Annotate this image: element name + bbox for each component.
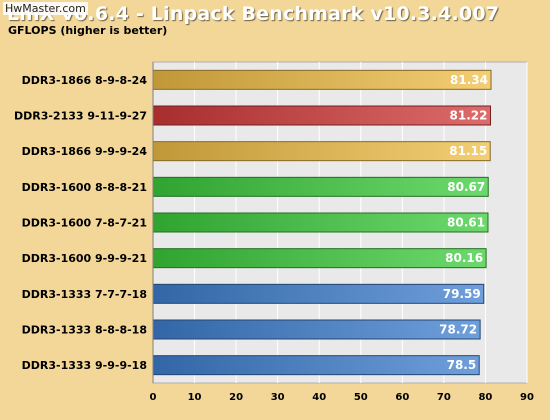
value-label: 80.16 bbox=[445, 251, 483, 265]
value-label: 81.34 bbox=[450, 73, 488, 87]
value-label: 80.61 bbox=[447, 216, 485, 230]
category-label: DDR3-1333 8-8-8-18 bbox=[22, 324, 147, 337]
chart-title: LinX v0.6.4 - Linpack Benchmark v10.3.4.… bbox=[7, 3, 500, 25]
bar bbox=[152, 212, 489, 233]
bar-group: 81.15 bbox=[152, 141, 491, 162]
watermark: HwMaster.com bbox=[3, 2, 88, 15]
x-tick-label: 0 bbox=[150, 392, 157, 403]
x-tick-label: 80 bbox=[478, 392, 492, 403]
category-label: DDR3-1600 9-9-9-21 bbox=[22, 252, 147, 265]
category-label: DDR3-1866 9-9-9-24 bbox=[22, 145, 148, 158]
x-tick-label: 60 bbox=[395, 392, 409, 403]
bar-group: 81.34 bbox=[152, 69, 492, 90]
x-tick-label: 40 bbox=[312, 392, 326, 403]
value-label: 81.15 bbox=[449, 144, 487, 158]
category-label: DDR3-1866 8-9-8-24 bbox=[22, 74, 148, 87]
bar bbox=[152, 105, 492, 126]
bar-group: 78.5 bbox=[152, 355, 480, 376]
value-label: 81.22 bbox=[450, 109, 488, 123]
bar-group: 80.16 bbox=[152, 248, 487, 269]
bar bbox=[152, 141, 491, 162]
chart-subtitle: GFLOPS (higher is better) bbox=[8, 24, 168, 37]
x-tick-label: 20 bbox=[229, 392, 243, 403]
x-tick-label: 90 bbox=[520, 392, 534, 403]
bar bbox=[152, 176, 489, 197]
category-label: DDR3-1333 7-7-7-18 bbox=[22, 288, 147, 301]
category-label: DDR3-2133 9-11-9-27 bbox=[14, 110, 147, 123]
bar-group: 79.59 bbox=[152, 283, 485, 304]
value-label: 80.67 bbox=[447, 180, 485, 194]
x-tick-label: 10 bbox=[188, 392, 202, 403]
value-label: 79.59 bbox=[443, 287, 481, 301]
value-label: 78.72 bbox=[439, 323, 477, 337]
x-tick-label: 70 bbox=[437, 392, 451, 403]
bar-group: 80.67 bbox=[152, 176, 489, 197]
bar-group: 78.72 bbox=[152, 319, 481, 340]
value-label: 78.5 bbox=[447, 358, 477, 372]
category-label: DDR3-1600 7-8-7-21 bbox=[22, 217, 147, 230]
x-tick-label: 50 bbox=[354, 392, 368, 403]
bar-group: 81.22 bbox=[152, 105, 492, 126]
category-label: DDR3-1600 8-8-8-21 bbox=[22, 181, 147, 194]
bar bbox=[152, 355, 480, 376]
bar bbox=[152, 69, 492, 90]
bar bbox=[152, 283, 485, 304]
bar-group: 80.61 bbox=[152, 212, 489, 233]
x-tick-label: 30 bbox=[271, 392, 285, 403]
bar bbox=[152, 319, 481, 340]
category-label: DDR3-1333 9-9-9-18 bbox=[22, 359, 147, 372]
bar bbox=[152, 248, 487, 269]
